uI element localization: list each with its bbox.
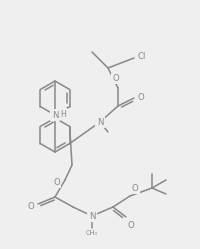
Text: O: O	[113, 74, 119, 83]
Text: N: N	[97, 118, 103, 126]
Text: N: N	[89, 211, 95, 221]
Text: Cl: Cl	[137, 52, 145, 61]
Text: O: O	[53, 178, 60, 187]
Text: O: O	[27, 201, 34, 210]
Text: CH₃: CH₃	[86, 230, 98, 236]
Text: N: N	[52, 111, 58, 120]
Text: H: H	[60, 110, 66, 119]
Text: O: O	[138, 92, 145, 102]
Text: O: O	[132, 184, 139, 193]
Text: O: O	[128, 221, 135, 230]
